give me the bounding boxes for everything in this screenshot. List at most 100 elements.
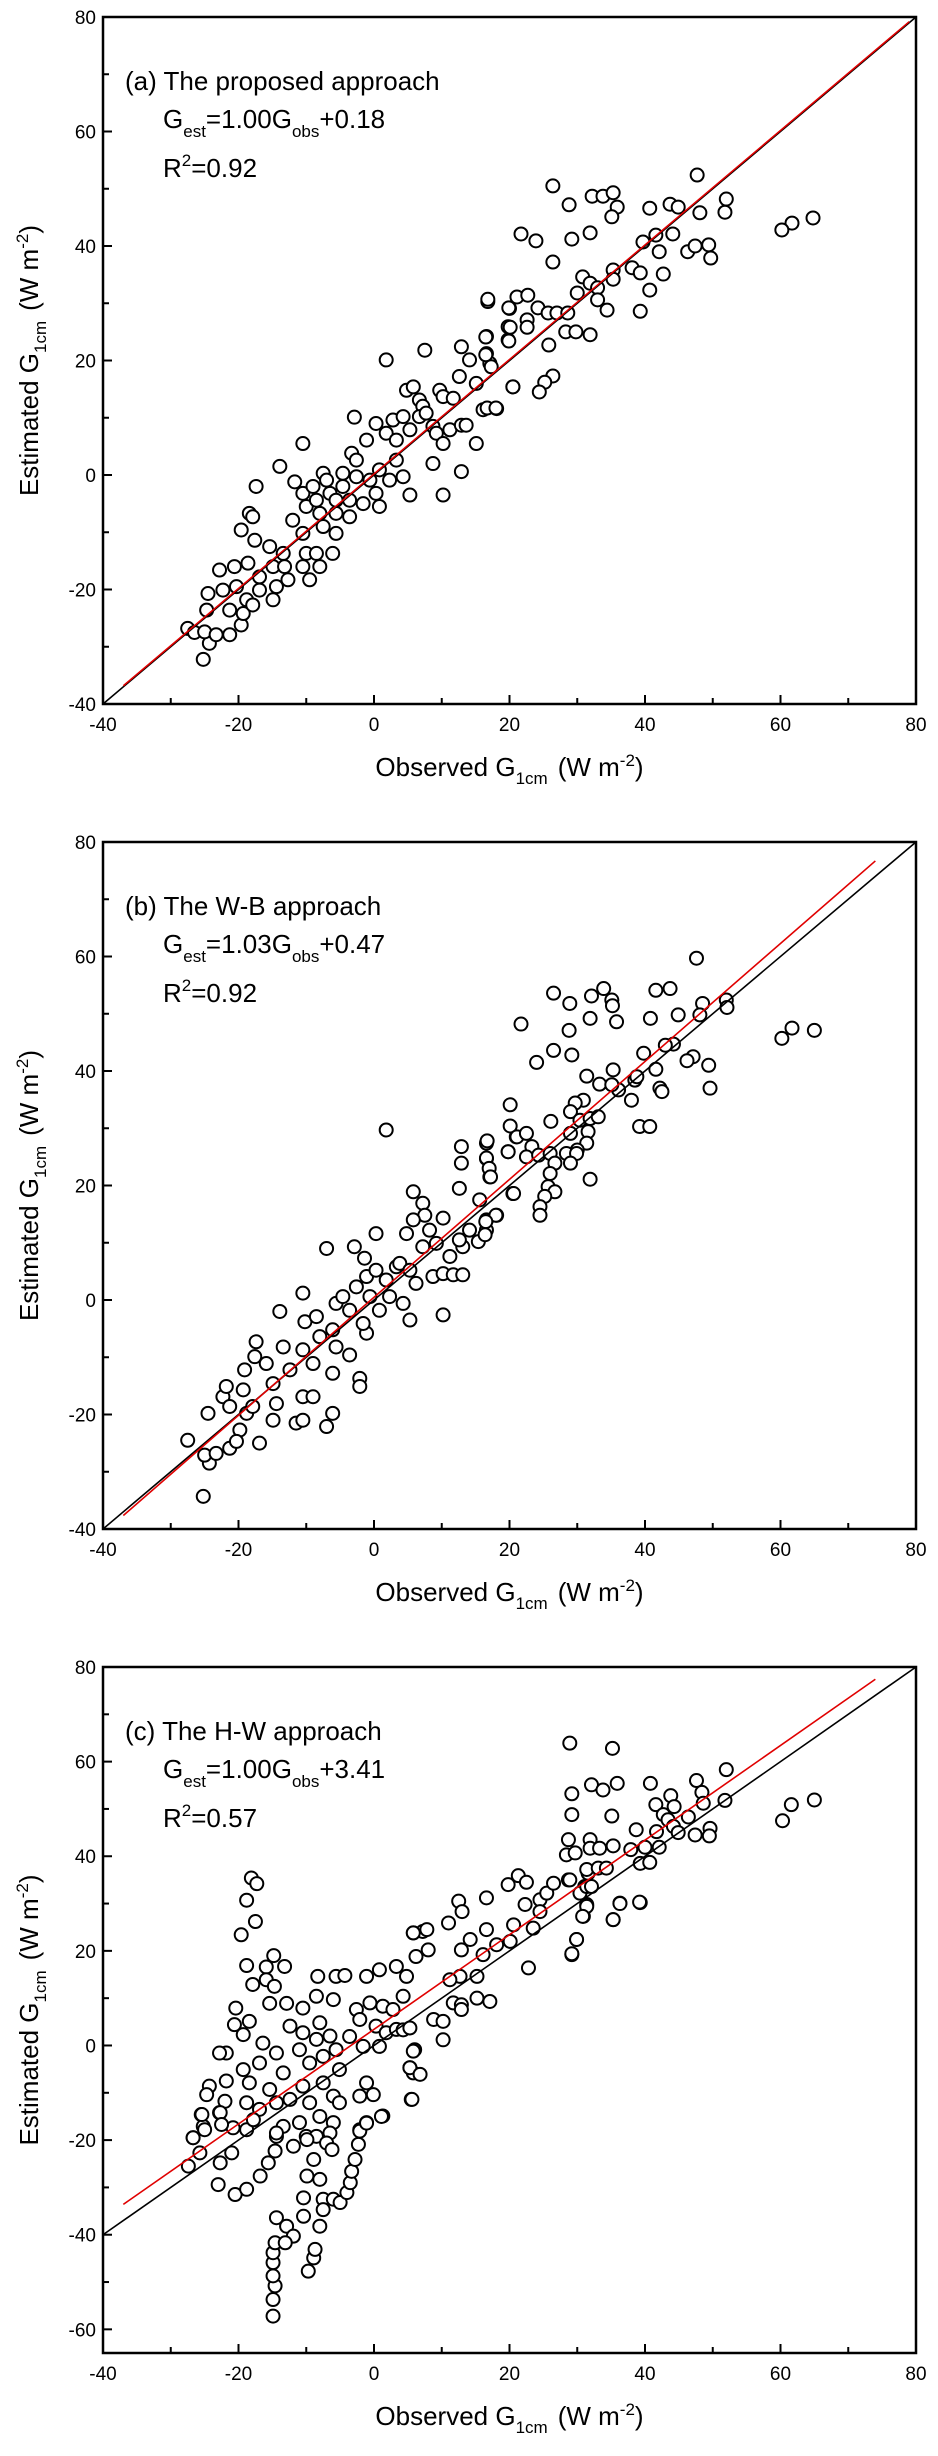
data-point (395, 1295, 411, 1311)
data-point (346, 409, 362, 425)
x-tick-label: 80 (905, 715, 926, 736)
data-point (665, 226, 681, 242)
data-point (328, 492, 344, 508)
data-point (272, 458, 288, 474)
data-point (265, 1376, 281, 1392)
data-point (478, 1922, 494, 1938)
data-point (415, 1195, 431, 1211)
data-point (579, 1068, 595, 1084)
data-point (307, 2241, 323, 2257)
panel-title: (b) The W-B approach (125, 891, 381, 921)
data-point (679, 1053, 695, 1069)
data-point (239, 2181, 255, 2197)
data-point (562, 995, 578, 1011)
data-point (404, 2091, 420, 2107)
data-point (569, 285, 585, 301)
data-point (604, 209, 620, 225)
data-point (185, 2130, 201, 2146)
data-point (315, 2202, 331, 2218)
regression-line (122, 1678, 876, 2206)
equation-part-sub1: est (183, 122, 206, 141)
data-point (806, 1792, 822, 1808)
data-point (332, 2195, 348, 2211)
x-axis-title: Observed G1cm (W m-2) (375, 751, 643, 788)
regression-line (122, 21, 910, 687)
data-point (325, 1365, 341, 1381)
x-tick-label: -40 (89, 2364, 116, 2385)
data-point (357, 1250, 373, 1266)
data-point (212, 562, 228, 578)
data-point (670, 199, 686, 215)
data-point (215, 582, 231, 598)
x-tick-label: 60 (770, 2364, 791, 2385)
data-point (402, 2020, 418, 2036)
data-point (212, 2155, 228, 2171)
data-point (518, 1874, 534, 1890)
data-point (218, 1378, 234, 1394)
y-axis-title-main: Estimated G (14, 1178, 44, 1321)
data-point (687, 238, 703, 254)
x-tick-label: -40 (89, 1540, 116, 1561)
x-tick-label: 20 (499, 2364, 520, 2385)
data-point (719, 999, 735, 1015)
data-point (539, 1885, 555, 1901)
data-point (388, 432, 404, 448)
data-point (546, 985, 562, 1001)
data-point (210, 2177, 226, 2193)
data-point (350, 2136, 366, 2152)
data-point (296, 2208, 312, 2224)
data-point (445, 390, 461, 406)
data-point (277, 2235, 293, 2251)
y-axis-title-close: ) (14, 1050, 44, 1059)
data-point (218, 2073, 234, 2089)
data-point (280, 572, 296, 588)
y-tick-label: -60 (69, 2320, 96, 2341)
data-point (428, 425, 444, 441)
r2-value: =0.92 (191, 153, 257, 183)
data-point (582, 1010, 598, 1026)
data-point (305, 1356, 321, 1372)
data-point (248, 1334, 264, 1350)
data-point (435, 2013, 451, 2029)
data-point (299, 2132, 315, 2148)
data-point (228, 2000, 244, 2016)
data-point (582, 1171, 598, 1187)
data-point (346, 1239, 362, 1255)
data-point (208, 627, 224, 643)
data-point (520, 1960, 536, 1976)
data-point (268, 2125, 284, 2141)
data-point (670, 1007, 686, 1023)
equation-part-mid: =1.03G (206, 929, 292, 959)
data-point (513, 1016, 529, 1032)
x-tick-label: 20 (499, 715, 520, 736)
data-point (342, 1347, 358, 1363)
y-tick-label: 60 (75, 948, 96, 969)
data-point (477, 1227, 493, 1243)
data-point (784, 1020, 800, 1036)
data-point (247, 1914, 263, 1930)
data-point (612, 1896, 628, 1912)
data-point (359, 1968, 375, 1984)
data-point (342, 1302, 358, 1318)
r-squared: R2=0.57 (163, 1801, 257, 1833)
data-point (365, 2087, 381, 2103)
data-point (352, 2011, 368, 2027)
y-axis-title-subscript: 1cm (31, 1970, 50, 2002)
regression-line (122, 860, 876, 1517)
data-point (451, 369, 467, 385)
data-point (266, 1948, 282, 1964)
data-point (405, 2043, 421, 2059)
data-point (774, 1030, 790, 1046)
data-point (322, 2028, 338, 2044)
data-point (657, 1037, 673, 1053)
data-point (359, 432, 375, 448)
x-axis-title-superscript: -2 (620, 751, 635, 770)
y-tick-label: 80 (75, 1658, 96, 1679)
y-tick-label: 40 (75, 1847, 96, 1868)
data-point (408, 1949, 424, 1965)
data-point (454, 1904, 470, 1920)
data-point (295, 2000, 311, 2016)
y-axis-title-main: Estimated G (14, 353, 44, 496)
data-point (451, 1180, 467, 1196)
data-point (368, 415, 384, 431)
